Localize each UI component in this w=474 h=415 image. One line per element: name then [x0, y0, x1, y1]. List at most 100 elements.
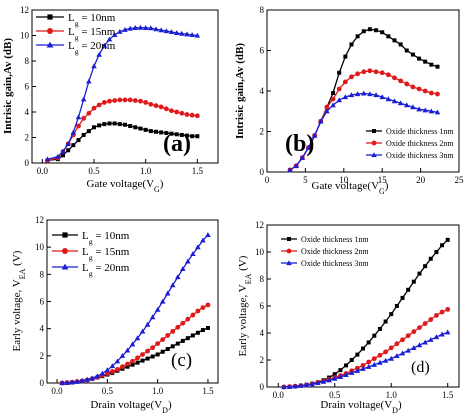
- data-point: [422, 88, 428, 94]
- data-point: [76, 123, 81, 129]
- y-tick-label: 6: [260, 46, 265, 56]
- data-point: [349, 42, 354, 47]
- data-point: [143, 127, 148, 132]
- data-point: [112, 121, 117, 126]
- data-point: [422, 339, 428, 345]
- y-tick-label: 4: [40, 324, 45, 334]
- legend-entry-rest: = 15nm: [79, 26, 116, 38]
- data-point: [189, 112, 195, 118]
- data-point: [117, 97, 123, 103]
- legend-entry-name: Oxide thickness 2nm: [301, 247, 369, 256]
- data-point: [144, 321, 151, 327]
- data-point: [361, 29, 366, 34]
- y-tick-label: 4: [260, 86, 265, 96]
- data-point: [337, 70, 342, 75]
- data-point: [286, 383, 293, 389]
- data-point: [287, 167, 293, 173]
- data-point: [281, 384, 287, 390]
- data-point: [158, 104, 164, 110]
- data-point: [117, 28, 123, 34]
- data-point: [184, 31, 190, 37]
- data-point: [132, 98, 138, 103]
- data-point: [404, 81, 410, 87]
- data-point: [81, 115, 87, 121]
- data-point: [298, 382, 304, 388]
- data-point: [195, 308, 201, 314]
- data-point: [416, 342, 423, 348]
- x-axis-title-main: Gate voltage(V: [312, 180, 380, 192]
- data-point: [342, 94, 349, 100]
- data-point: [135, 360, 140, 365]
- data-point: [185, 258, 191, 264]
- data-point: [153, 103, 159, 109]
- data-point: [410, 104, 416, 110]
- legend-entry-name: L: [82, 262, 89, 274]
- data-point: [122, 26, 128, 32]
- data-point: [175, 341, 180, 346]
- y-axis-title: Intrisic gain,Av (dB): [2, 38, 14, 134]
- x-tick-label: 1.0: [140, 166, 152, 176]
- data-point: [348, 92, 355, 98]
- data-point: [200, 305, 206, 311]
- data-point: [200, 328, 205, 333]
- legend-entry: Oxide thickness 1nm: [301, 235, 369, 244]
- data-point: [349, 358, 354, 362]
- data-point: [129, 341, 136, 347]
- data-point: [388, 355, 395, 361]
- data-point: [69, 379, 75, 385]
- data-point: [115, 367, 120, 372]
- data-point: [400, 337, 405, 343]
- data-point: [138, 126, 143, 131]
- data-point: [128, 124, 133, 129]
- legend-entry-name: Oxide thickness 1nm: [386, 127, 454, 136]
- data-point: [169, 282, 176, 288]
- data-point: [355, 71, 361, 77]
- data-point: [99, 370, 106, 376]
- data-point: [292, 383, 299, 389]
- y-tick-label: 12: [20, 5, 29, 15]
- x-axis-title: Drain voltage(VD): [90, 399, 172, 415]
- x-tick-label: 0.0: [37, 166, 49, 176]
- data-point: [439, 331, 445, 337]
- data-point: [423, 264, 428, 269]
- data-point: [367, 91, 373, 97]
- data-point: [107, 121, 112, 126]
- y-axis-title-main: Early voltage, V: [11, 279, 23, 351]
- data-point: [411, 345, 417, 350]
- legend-entry-name: Oxide thickness 2nm: [386, 139, 454, 148]
- data-point: [159, 130, 164, 135]
- data-point: [355, 352, 360, 357]
- data-point: [135, 355, 140, 361]
- data-point: [394, 353, 400, 359]
- data-point: [180, 320, 186, 326]
- x-axis-title-close: ): [385, 180, 389, 192]
- data-point: [367, 68, 373, 74]
- x-tick-label: 1.0: [152, 386, 164, 396]
- legend-entry-name: L: [68, 12, 75, 24]
- legend-marker: [47, 28, 53, 34]
- y-tick-label: 6: [40, 297, 45, 307]
- data-point: [158, 27, 164, 33]
- data-point: [65, 141, 71, 146]
- data-point: [428, 108, 435, 114]
- data-point: [154, 306, 161, 312]
- data-point: [293, 163, 299, 169]
- legend-entry-name: L: [68, 40, 75, 52]
- data-point: [55, 153, 61, 159]
- panel-d-chart: 0.0 0.5 1.0 1.5 0 2 4 6 8 10 12 Drain voltage(VD) Ea…: [237, 220, 460, 415]
- data-point: [309, 381, 315, 387]
- data-point: [148, 101, 154, 107]
- data-point: [173, 30, 180, 36]
- y-tick-label: 8: [260, 274, 265, 284]
- legend-entry-name: Oxide thickness 3nm: [301, 259, 369, 268]
- data-point: [170, 344, 175, 349]
- data-point: [153, 26, 159, 32]
- x-tick-label: 15: [378, 175, 388, 185]
- legend-marker: [62, 232, 68, 238]
- y-tick-label: 0: [260, 382, 265, 392]
- y-tick-label: 0: [40, 378, 45, 388]
- data-point: [361, 346, 365, 351]
- data-point: [145, 356, 150, 361]
- y-axis-title-subscript: EA: [244, 273, 253, 284]
- legend-marker: [286, 260, 292, 266]
